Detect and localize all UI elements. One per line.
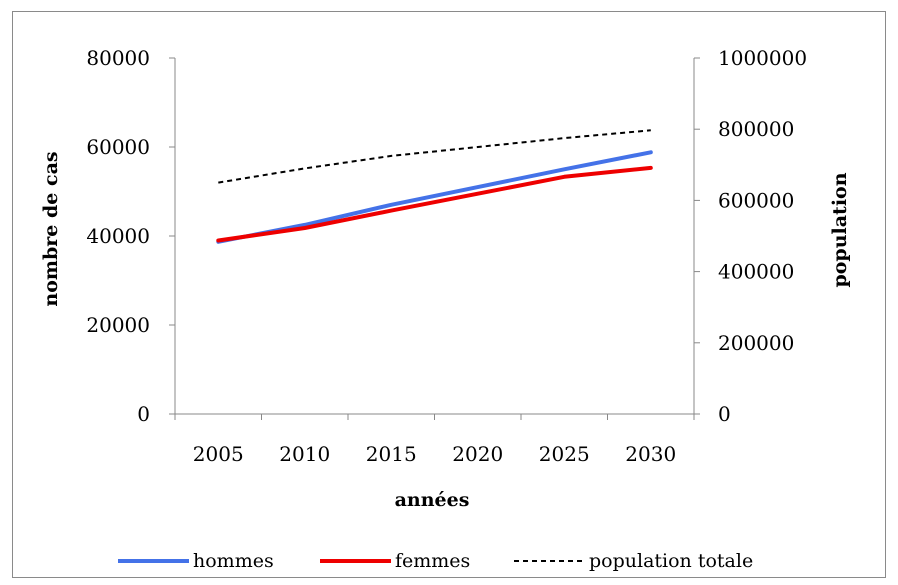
y-left-tick-label: 0 <box>137 402 150 426</box>
series-line-femmes <box>216 165 653 243</box>
x-tick-label: 2025 <box>539 442 590 466</box>
y-right-tick-label: 800000 <box>718 117 794 141</box>
series-line-hommes <box>216 150 653 244</box>
y-left-tick-label: 80000 <box>86 46 150 70</box>
y-right-tick-label: 0 <box>718 402 731 426</box>
y-left-tick-label: 40000 <box>86 224 150 248</box>
x-tick-label: 2030 <box>625 442 676 466</box>
y-left-tick-label: 60000 <box>86 135 150 159</box>
series-line-population-totale <box>218 129 651 184</box>
y-right-tick-label: 400000 <box>718 260 794 284</box>
legend-label-population-totale: population totale <box>589 550 753 572</box>
x-tick-label: 2005 <box>193 442 244 466</box>
x-tick-label: 2020 <box>452 442 503 466</box>
tick-labels-group: 0200004000060000800000200000400000600000… <box>86 46 807 466</box>
legend: hommes femmes population totale <box>118 550 753 572</box>
legend-label-hommes: hommes <box>193 550 274 572</box>
y-left-tick-label: 20000 <box>86 313 150 337</box>
x-tick-label: 2015 <box>366 442 417 466</box>
chart-frame <box>12 11 886 578</box>
series-lines-group <box>216 129 653 244</box>
y-axis-left-title: nombre de cas <box>40 151 62 306</box>
y-right-tick-label: 600000 <box>718 188 794 212</box>
y-right-tick-label: 1000000 <box>718 46 807 70</box>
y-axis-right-title: population <box>829 172 851 287</box>
legend-label-femmes: femmes <box>395 550 470 572</box>
x-axis-title: années <box>395 489 470 511</box>
axes-group <box>169 57 700 420</box>
y-right-tick-label: 200000 <box>718 331 794 355</box>
x-tick-label: 2010 <box>279 442 330 466</box>
